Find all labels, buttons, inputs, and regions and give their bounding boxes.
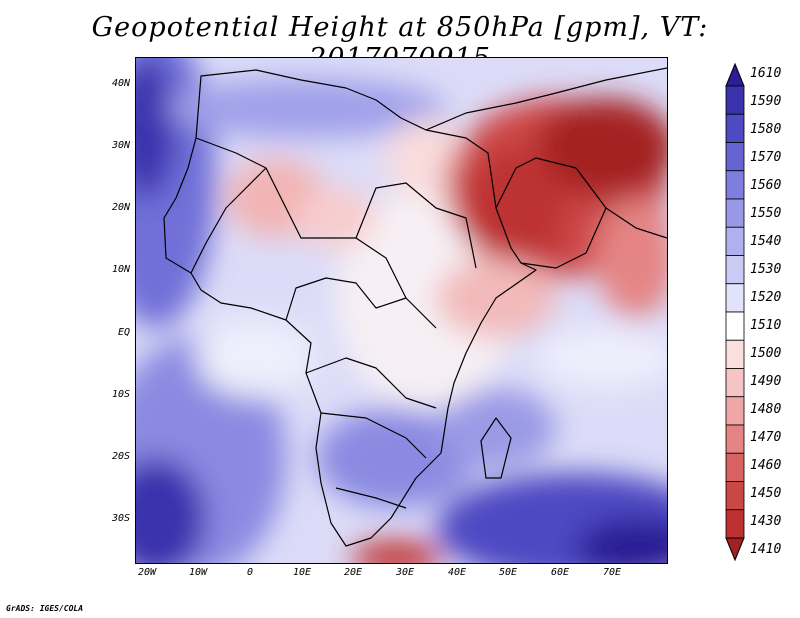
lon-label-0: 0 bbox=[246, 567, 254, 578]
colorbar-level-label: 1610 bbox=[750, 66, 782, 81]
colorbar-level-label: 1540 bbox=[750, 234, 782, 249]
colorbar-level-label: 1430 bbox=[750, 514, 782, 529]
lon-label-40e: 40E bbox=[447, 567, 467, 578]
lat-label-20n: 20N bbox=[111, 202, 130, 213]
colorbar-swatch bbox=[725, 198, 745, 228]
colorbar-swatch bbox=[725, 509, 745, 539]
colorbar-swatch bbox=[725, 142, 745, 172]
colorbar-level-label: 1450 bbox=[750, 486, 782, 501]
colorbar-swatch bbox=[725, 452, 745, 482]
colorbar-level-label: 1570 bbox=[750, 150, 782, 165]
colorbar-swatch bbox=[725, 396, 745, 426]
colorbar-top-triangle bbox=[725, 62, 745, 87]
lon-label-50e: 50E bbox=[498, 567, 518, 578]
colorbar bbox=[725, 62, 745, 562]
colorbar-level-label: 1580 bbox=[750, 122, 782, 137]
lat-label-eq: EQ bbox=[117, 327, 130, 338]
colorbar-swatch bbox=[725, 113, 745, 143]
colorbar-swatch bbox=[725, 170, 745, 200]
colorbar-level-label: 1410 bbox=[750, 542, 782, 557]
colorbar-swatch bbox=[725, 283, 745, 313]
lat-label-30s: 30S bbox=[111, 513, 130, 524]
colorbar-level-label: 1500 bbox=[750, 346, 782, 361]
grads-credit: GrADS: IGES/COLA bbox=[6, 604, 84, 613]
colorbar-level-label: 1550 bbox=[750, 206, 782, 221]
colorbar-swatch bbox=[725, 255, 745, 285]
coastlines bbox=[163, 67, 667, 547]
lon-label-60e: 60E bbox=[550, 567, 570, 578]
colorbar-swatch bbox=[725, 311, 745, 341]
lat-label-30n: 30N bbox=[111, 140, 130, 151]
colorbar-level-label: 1510 bbox=[750, 318, 782, 333]
colorbar-swatch bbox=[725, 339, 745, 369]
lon-label-70e: 70E bbox=[602, 567, 622, 578]
colorbar-swatch bbox=[725, 85, 745, 115]
colorbar-level-label: 1490 bbox=[750, 374, 782, 389]
colorbar-level-label: 1480 bbox=[750, 402, 782, 417]
colorbar-level-label: 1530 bbox=[750, 262, 782, 277]
colorbar-level-label: 1460 bbox=[750, 458, 782, 473]
colorbar-swatch bbox=[725, 226, 745, 256]
height-field-shading bbox=[136, 58, 667, 563]
map-field bbox=[136, 58, 667, 563]
lon-label-20e: 20E bbox=[343, 567, 363, 578]
colorbar-level-label: 1590 bbox=[750, 94, 782, 109]
lat-label-20s: 20S bbox=[111, 451, 130, 462]
lon-label-20w: 20W bbox=[137, 567, 157, 578]
geopotential-height-map bbox=[135, 57, 668, 564]
lon-label-10w: 10W bbox=[188, 567, 208, 578]
colorbar-level-label: 1560 bbox=[750, 178, 782, 193]
colorbar-bottom-triangle bbox=[725, 537, 745, 562]
colorbar-swatch bbox=[725, 368, 745, 398]
colorbar-swatch bbox=[725, 424, 745, 454]
colorbar-level-label: 1470 bbox=[750, 430, 782, 445]
lat-label-10s: 10S bbox=[111, 389, 130, 400]
colorbar-level-label: 1520 bbox=[750, 290, 782, 305]
lat-label-10n: 10N bbox=[111, 264, 130, 275]
lon-label-10e: 10E bbox=[292, 567, 312, 578]
lat-label-40n: 40N bbox=[111, 78, 130, 89]
colorbar-swatch bbox=[725, 481, 745, 511]
lon-label-30e: 30E bbox=[395, 567, 415, 578]
